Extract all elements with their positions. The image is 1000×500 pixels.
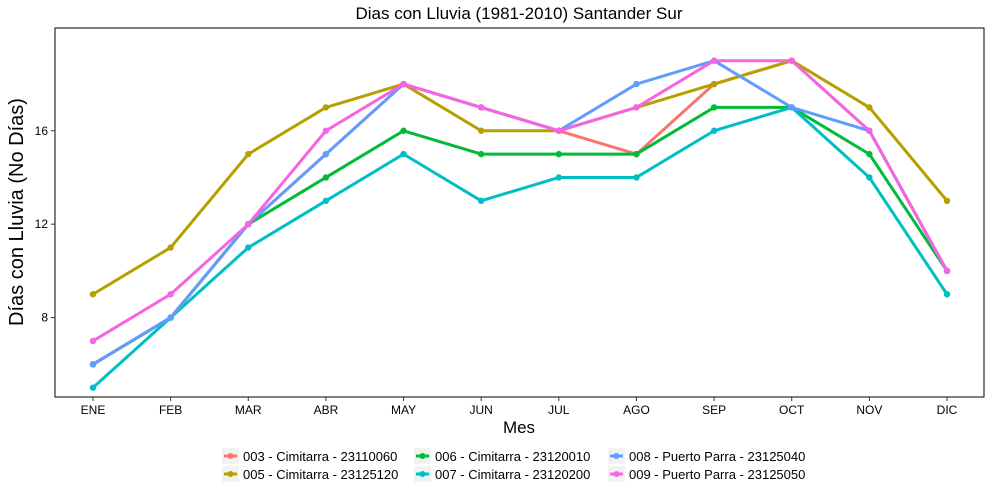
data-point (400, 80, 407, 88)
plot-border (54, 27, 985, 398)
x-tick-label: MAR (235, 403, 262, 417)
data-point (866, 104, 873, 111)
series-line (91, 59, 949, 343)
data-point (866, 150, 873, 158)
data-point (555, 127, 563, 134)
data-point (322, 104, 330, 111)
y-tick-label: 8 (41, 311, 48, 325)
series-4 (89, 104, 951, 391)
x-axis-label: Mes (503, 418, 535, 437)
legend-key-point (613, 471, 620, 477)
data-point (710, 104, 718, 111)
series-line (91, 105, 949, 366)
data-point (943, 291, 951, 298)
series-1 (89, 57, 951, 368)
data-point (245, 220, 252, 228)
data-point (943, 197, 951, 205)
data-point (167, 291, 174, 298)
x-tick-label: NOV (856, 403, 882, 417)
legend: 003 - Cimitarra - 23110060 005 - Cimitarr… (222, 448, 805, 482)
data-point (477, 127, 485, 134)
x-tick-label: SEP (702, 403, 726, 417)
data-point (633, 104, 640, 111)
legend-label: 008 - Puerto Parra - 23125040 (629, 449, 805, 464)
data-point (477, 197, 485, 205)
x-tick-label: FEB (159, 403, 182, 417)
series-line (91, 59, 949, 366)
data-point (477, 104, 485, 111)
data-point (89, 384, 97, 391)
data-point (633, 174, 640, 181)
y-axis-label: Días con Lluvia (No Días) (6, 98, 28, 326)
legend-key-point (227, 471, 234, 477)
data-point (943, 267, 951, 275)
y-axis: 8 12 16 (35, 124, 55, 325)
data-point (555, 150, 563, 158)
data-point (788, 104, 795, 111)
legend-item: 006 - Cimitarra - 23120010 (414, 448, 590, 464)
x-tick-label: JUL (548, 403, 570, 417)
legend-label: 006 - Cimitarra - 23120010 (435, 449, 590, 464)
legend-label: 009 - Puerto Parra - 23125050 (629, 467, 805, 482)
series-line (91, 59, 949, 366)
data-point (322, 197, 330, 205)
data-point (322, 127, 330, 134)
data-point (167, 244, 174, 251)
x-axis: ENE FEB MAR ABR MAY JUN JUL AGO SEP OCT NOV DIC (81, 397, 958, 417)
data-point (89, 337, 97, 345)
series-line (91, 59, 949, 296)
plot-area: 8 12 16 ENE FEB MAR ABR MAY JUN JUL AGO SEP OCT NOV DI… (35, 27, 985, 417)
series-line (91, 105, 949, 390)
legend-label: 003 - Cimitarra - 23110060 (243, 449, 397, 464)
y-tick-label: 16 (35, 124, 49, 138)
series-6 (89, 57, 951, 345)
data-point (710, 80, 718, 88)
data-point (633, 80, 640, 88)
data-point (866, 127, 873, 134)
chart-title: Dias con Lluvia (1981-2010) Santander Su… (356, 4, 683, 23)
legend-key-point (419, 453, 426, 459)
legend-item: 005 - Cimitarra - 23125120 (222, 466, 398, 482)
data-point (788, 57, 795, 64)
x-tick-label: DIC (937, 403, 958, 417)
data-point (245, 150, 252, 158)
y-tick-label: 12 (35, 217, 49, 231)
legend-item: 008 - Puerto Parra - 23125040 (608, 448, 805, 464)
data-point (710, 57, 718, 64)
series-3 (89, 104, 951, 368)
data-point (710, 127, 718, 134)
legend-item: 007 - Cimitarra - 23120200 (414, 466, 590, 482)
series-5 (89, 57, 951, 368)
data-point (555, 174, 563, 181)
x-tick-label: AGO (623, 403, 650, 417)
data-point (400, 127, 407, 134)
legend-key-point (419, 471, 426, 477)
x-tick-label: ENE (81, 403, 106, 417)
data-point (633, 150, 640, 158)
x-tick-label: JUN (470, 403, 493, 417)
x-tick-label: OCT (779, 403, 805, 417)
x-tick-label: MAY (391, 403, 416, 417)
x-tick-label: ABR (314, 403, 339, 417)
data-point (477, 150, 485, 158)
data-point (89, 291, 97, 298)
legend-label: 007 - Cimitarra - 23120200 (435, 467, 590, 482)
data-point (400, 150, 407, 158)
legend-key-point (613, 453, 620, 459)
legend-key-point (227, 453, 234, 459)
legend-item: 009 - Puerto Parra - 23125050 (608, 466, 805, 482)
data-point (245, 244, 252, 251)
data-point (322, 150, 330, 158)
data-point (89, 361, 97, 368)
data-point (866, 174, 873, 181)
legend-label: 005 - Cimitarra - 23125120 (243, 467, 398, 482)
data-point (167, 314, 174, 321)
legend-item: 003 - Cimitarra - 23110060 (222, 448, 397, 464)
data-point (322, 174, 330, 181)
